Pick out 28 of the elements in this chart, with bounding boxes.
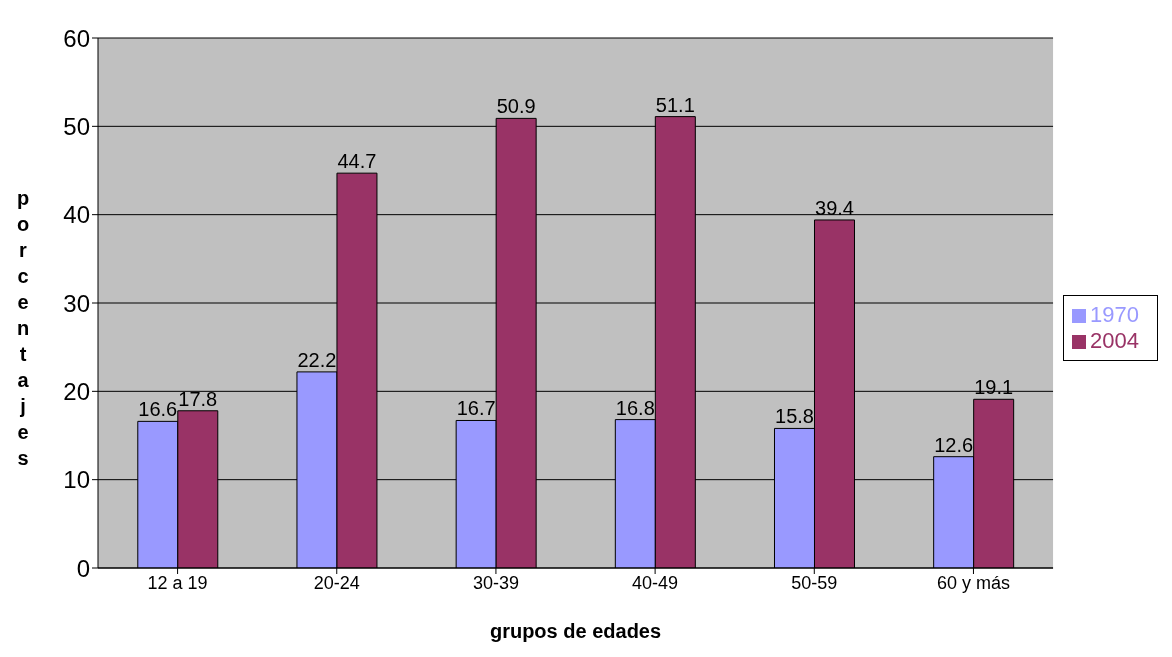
x-tick-label: 20-24 [313, 572, 360, 593]
data-label: 22.2 [297, 348, 337, 371]
y-tick-label: 20 [63, 377, 90, 405]
x-tick-label: 60 y más [936, 572, 1010, 593]
x-axis-title: grupos de edades [489, 620, 662, 642]
data-label: 17.8 [178, 387, 218, 410]
legend-label: 1970 [1090, 302, 1139, 327]
data-label: 51.1 [655, 93, 695, 116]
data-label: 15.8 [775, 405, 814, 428]
data-label: 16.8 [615, 396, 655, 419]
x-tick-label: 50-59 [791, 572, 838, 593]
data-label: 50.9 [496, 95, 536, 118]
x-tick-label: 30-39 [472, 572, 519, 593]
y-tick-label: 0 [76, 554, 90, 582]
x-tick-label: 12 a 19 [147, 572, 208, 593]
x-tick-label: 40-49 [632, 572, 679, 593]
y-tick-label: 30 [63, 289, 90, 317]
data-label: 16.6 [138, 398, 178, 421]
legend-label: 2004 [1090, 328, 1139, 353]
y-tick-label: 10 [63, 466, 90, 494]
y-tick-label: 50 [63, 112, 90, 140]
y-tick-label: 40 [63, 201, 90, 229]
data-label: 44.7 [337, 150, 377, 173]
data-label: 39.4 [815, 196, 854, 219]
y-tick-label: 60 [63, 24, 90, 52]
data-label: 12.6 [934, 433, 974, 456]
data-label: 16.7 [456, 397, 496, 420]
text: porcentajes [16, 187, 30, 469]
